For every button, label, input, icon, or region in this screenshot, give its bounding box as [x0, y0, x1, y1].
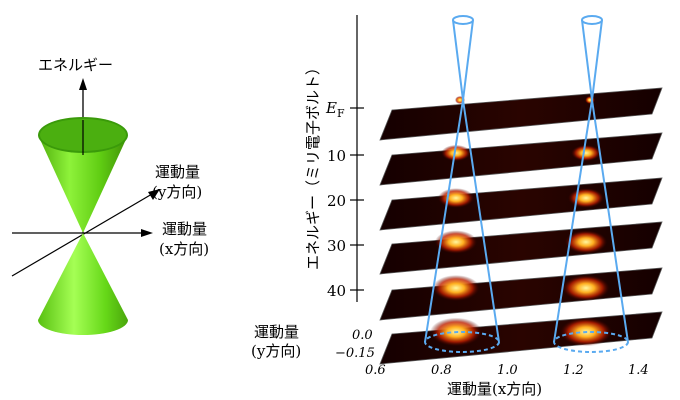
kx-tick-0.6: 0.6 — [365, 363, 386, 378]
tick-ef-sub: F — [337, 107, 345, 120]
slice-40-plane — [379, 267, 663, 321]
slice-20-plane — [379, 177, 663, 231]
slice-30-spot-right — [564, 230, 608, 254]
dirac-cone-outlines — [424, 15, 629, 353]
kx-tick-labels: 0.6 0.8 1.0 1.2 1.4 — [365, 363, 649, 378]
energy-axis-title: エネルギー（ミリ電子ボルト） — [304, 60, 322, 270]
momentum-x-label-line1: 運動量 — [162, 220, 207, 238]
ky-tick-0: 0.0 — [352, 328, 373, 343]
tick-40: 40 — [327, 282, 346, 300]
arpes-panel: エネルギー（ミリ電子ボルト） E F 10 20 30 40 運動量 (y方向)… — [251, 15, 663, 398]
slice-30 — [379, 221, 663, 275]
slice-10-spot-right — [571, 144, 601, 162]
slice-10-plane — [379, 132, 663, 186]
slice-bottom — [379, 311, 663, 365]
dirac-cone-diagram: エネルギー 運動量 (y方向) 運動量 (x方向) — [11, 56, 209, 335]
slice-30-spot-left — [434, 230, 478, 254]
kx-tick-0.8: 0.8 — [431, 363, 452, 378]
slice-10-spot-left — [441, 144, 471, 162]
energy-axis-arrow — [79, 78, 87, 90]
slice-20-spot-left — [438, 188, 474, 208]
cone-outline-right — [553, 15, 629, 353]
slice-40-spot-left — [432, 275, 480, 301]
lower-cone — [38, 233, 128, 335]
energy-ticks — [350, 107, 364, 291]
kx-tick-1.4: 1.4 — [628, 363, 649, 378]
slice-ef-plane — [379, 87, 663, 141]
tick-10: 10 — [327, 147, 346, 165]
slice-ef — [379, 87, 663, 141]
momentum-y-label-line1: 運動量 — [155, 163, 200, 181]
tick-30: 30 — [327, 237, 346, 255]
momentum-y-label-line2: (y方向) — [152, 183, 202, 201]
slice-40 — [379, 267, 663, 321]
slice-ef-spot-right — [585, 96, 595, 104]
tick-ef: E — [325, 99, 337, 117]
energy-slices — [379, 87, 663, 365]
slice-bottom-plane — [379, 311, 663, 365]
kx-tick-1.0: 1.0 — [497, 363, 518, 378]
momentum-x-axis-arrow — [141, 229, 153, 237]
ky-label-line1: 運動量 — [254, 323, 299, 341]
energy-tick-labels: E F 10 20 30 40 — [325, 99, 346, 300]
tick-20: 20 — [327, 192, 346, 210]
ky-tick-neg015: −0.15 — [335, 346, 375, 361]
cone-outline-left — [424, 15, 500, 353]
slice-20-spot-right — [568, 188, 604, 208]
slice-10 — [379, 132, 663, 186]
slice-20 — [379, 177, 663, 231]
momentum-x-label-line2: (x方向) — [159, 240, 209, 258]
kx-tick-1.2: 1.2 — [563, 363, 584, 378]
ky-label-line2: (y方向) — [251, 342, 301, 360]
kx-axis-label: 運動量(x方向) — [447, 380, 542, 398]
momentum-y-axis-arrow — [148, 189, 160, 200]
energy-label: エネルギー — [38, 56, 113, 74]
slice-30-plane — [379, 221, 663, 275]
slice-40-spot-right — [562, 275, 610, 301]
